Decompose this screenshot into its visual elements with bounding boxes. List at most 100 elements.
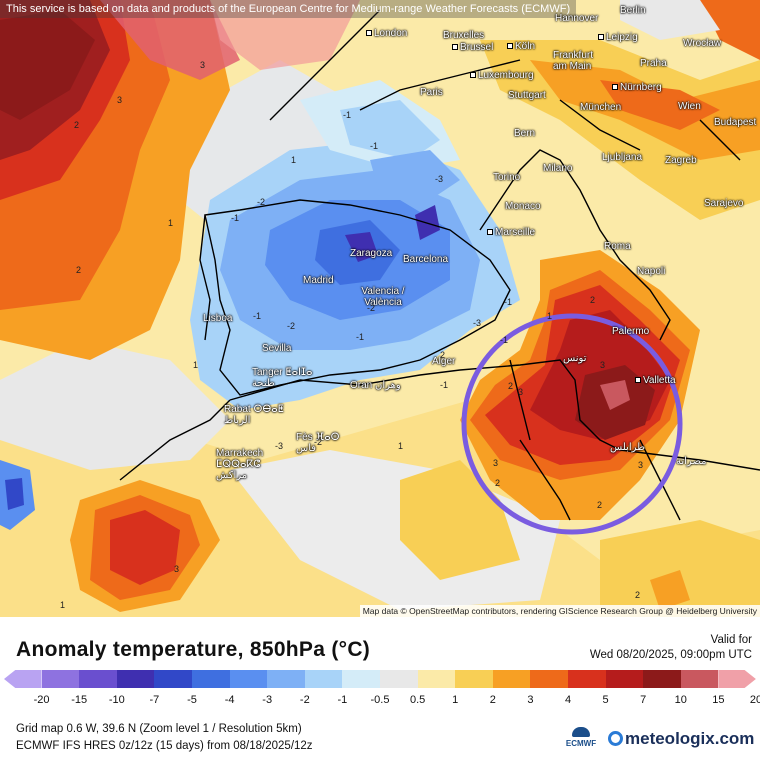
page-title: Anomaly temperature, 850hPa (°C) xyxy=(16,638,371,661)
contour-label: 2 xyxy=(597,500,603,510)
color-scale-tick: -4 xyxy=(224,694,235,706)
city-label[interactable]: Torino xyxy=(493,172,521,183)
contour-label: 2 xyxy=(74,120,80,130)
contour-label: -1 xyxy=(231,213,240,223)
color-scale-segment xyxy=(4,670,42,688)
weather-map[interactable]: This service is based on data and produc… xyxy=(0,0,760,617)
city-label[interactable]: Barcelona xyxy=(403,254,449,265)
color-scale-tick: 20 xyxy=(749,694,760,706)
contour-label: 3 xyxy=(518,387,524,397)
color-scale-segment xyxy=(492,670,531,688)
color-scale-segment xyxy=(567,670,606,688)
model-info: ECMWF IFS HRES 0z/12z (15 days) from 08/… xyxy=(16,740,313,752)
color-scale-tick: -15 xyxy=(71,694,88,706)
color-scale-tick: -3 xyxy=(262,694,273,706)
contour-label: 3 xyxy=(493,458,499,468)
city-label[interactable]: Frankfurt am Main xyxy=(553,50,594,72)
city-label[interactable]: London xyxy=(366,28,407,39)
color-scale-tick: 3 xyxy=(527,694,534,706)
grid-info: Grid map 0.6 W, 39.6 N (Zoom level 1 / R… xyxy=(16,723,302,735)
city-label[interactable]: تونس xyxy=(563,353,587,364)
city-label[interactable]: Palermo xyxy=(612,326,650,337)
contour-label: -1 xyxy=(500,335,509,345)
city-label[interactable]: Alger xyxy=(432,356,456,367)
color-scale-segment xyxy=(530,670,568,688)
city-label[interactable]: Budapest xyxy=(714,117,757,128)
color-scale-tick: 1 xyxy=(452,694,459,706)
contour-label: -3 xyxy=(435,174,444,184)
city-label[interactable]: Wrocław xyxy=(683,38,722,49)
city-label[interactable]: Valencia / València xyxy=(361,286,405,308)
valid-time: Valid for Wed 08/20/2025, 09:00pm UTC xyxy=(590,633,752,663)
city-label[interactable]: Köln xyxy=(507,41,535,52)
color-scale-tick: 10 xyxy=(674,694,687,706)
city-label[interactable]: Bruxelles xyxy=(443,30,485,41)
city-label[interactable]: Madrid xyxy=(303,275,334,286)
city-label[interactable]: Sevilla xyxy=(262,343,292,354)
city-label[interactable]: Marseille xyxy=(487,227,535,238)
city-label[interactable]: Sarajevo xyxy=(704,198,744,209)
city-label[interactable]: Tanger ⵟⴰⵏⵊⴰ طنجة xyxy=(252,367,313,389)
city-label[interactable]: Wien xyxy=(678,101,701,112)
temperature-anomaly-field xyxy=(0,0,760,617)
city-label[interactable]: Monaco xyxy=(505,201,541,212)
city-label[interactable]: Leipzig xyxy=(598,32,638,43)
city-label[interactable]: Valletta xyxy=(635,375,676,386)
highlight-circle xyxy=(461,313,683,535)
valid-datetime: Wed 08/20/2025, 09:00pm UTC xyxy=(589,649,752,661)
contour-label: -3 xyxy=(473,318,482,328)
city-label[interactable]: Oran وهران xyxy=(350,380,401,391)
contour-label: 1 xyxy=(168,218,174,228)
color-scale-tick: -5 xyxy=(187,694,197,706)
color-scale-tick: 0.5 xyxy=(409,694,426,706)
contour-label: 1 xyxy=(291,155,297,165)
contour-label: -2 xyxy=(314,437,323,447)
contour-label: 3 xyxy=(117,95,123,105)
city-label[interactable]: Paris xyxy=(420,87,443,98)
city-label[interactable]: Zaragoza xyxy=(350,248,393,259)
color-scale-segment xyxy=(417,670,456,688)
color-scale-segment xyxy=(267,670,305,688)
contour-label: 2 xyxy=(635,590,641,600)
contour-label: -1 xyxy=(440,380,449,390)
color-scale-segment xyxy=(643,670,681,688)
city-label[interactable]: Roma xyxy=(604,241,631,252)
meteologix-logo[interactable]: meteologix.com xyxy=(608,729,754,749)
city-label[interactable]: Luxembourg xyxy=(470,70,534,81)
city-label[interactable]: Marrakech ⵎⵕⵕⴰⴽⵛ مراكش xyxy=(216,448,264,481)
color-scale-segment xyxy=(455,670,493,688)
color-scale-tick: 5 xyxy=(602,694,609,706)
city-label[interactable]: Brussel xyxy=(452,42,493,53)
color-scale-tick: -0.5 xyxy=(370,694,390,706)
contour-label: 3 xyxy=(200,60,206,70)
city-label[interactable]: Berlin xyxy=(620,5,646,16)
color-scale-segment xyxy=(229,670,268,688)
city-label[interactable]: مصراتة xyxy=(676,456,707,467)
map-attribution[interactable]: Map data © OpenStreetMap contributors, r… xyxy=(359,605,760,617)
contour-label: 3 xyxy=(638,460,644,470)
color-scale-tick: -7 xyxy=(149,694,160,706)
city-label[interactable]: Praha xyxy=(640,58,667,69)
contour-label: 2 xyxy=(76,265,82,275)
city-label[interactable]: Nürnberg xyxy=(612,82,662,93)
city-label[interactable]: طرابلس xyxy=(610,442,646,453)
city-label[interactable]: Hannover xyxy=(555,13,599,24)
city-label[interactable]: Napoli xyxy=(637,266,666,277)
city-label[interactable]: Bern xyxy=(514,128,536,139)
color-scale-tick: -10 xyxy=(108,694,125,706)
color-scale-segment xyxy=(379,670,418,688)
city-label[interactable]: Fès ⴼⴰⵙ فاس xyxy=(296,432,340,454)
color-scale-ticks: -20 -15 -10 -7 -5 -4 -3 -2 -1 -0.5 0.5 1 2 3 4 5 7 10 15 20 xyxy=(4,694,760,708)
contour-label: 2 xyxy=(495,478,501,488)
city-label[interactable]: Ljubljana xyxy=(602,152,643,163)
ecmwf-logo-icon xyxy=(572,727,590,737)
city-label[interactable]: Rabat ⵔⴱⴰⵟ الرباط xyxy=(224,404,284,426)
city-label[interactable]: Milano xyxy=(543,163,573,174)
city-label[interactable]: Stuttgart xyxy=(508,90,546,101)
color-scale-segment xyxy=(718,670,756,688)
color-scale-segment xyxy=(304,670,343,688)
city-label[interactable]: Zagreb xyxy=(665,155,697,166)
contour-label: -1 xyxy=(253,311,262,321)
city-label[interactable]: Lisboa xyxy=(203,313,233,324)
city-label[interactable]: München xyxy=(580,102,622,113)
